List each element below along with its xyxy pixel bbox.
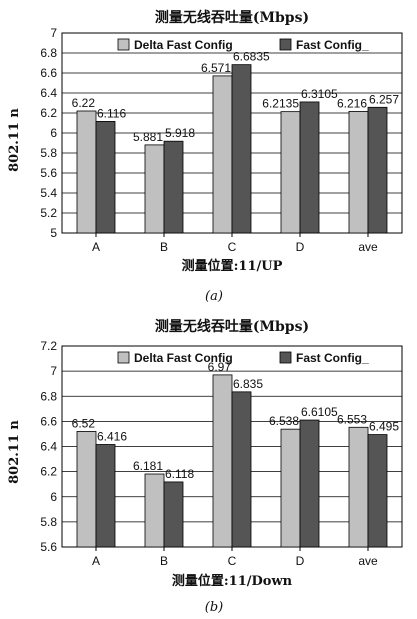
chart-a-data-label: 5.881: [133, 130, 163, 144]
chart-a-data-label: 6.216: [337, 96, 367, 110]
chart-a-x-tick-label: ave: [358, 240, 378, 254]
chart-b-bar-a-series-1: [76, 431, 97, 548]
chart-a-bar-b-series-1: [144, 144, 165, 234]
chart-a-legend-swatch-1: [117, 38, 130, 51]
chart-a-bar-a-series-1: [76, 110, 97, 234]
chart-b-title: 测量无线吞吐量(Mbps): [155, 318, 309, 335]
chart-a-bar-d-series-2: [299, 101, 320, 234]
chart-b-y-tick-label: 6.2: [40, 465, 57, 479]
chart-a-bar-b-series-2: [163, 140, 184, 234]
chart-b-data-label: 6.495: [369, 420, 399, 434]
chart-b-y-tick-label: 6.4: [40, 440, 57, 454]
chart-b-bar-a-series-2: [95, 444, 116, 548]
chart-b: 7.276.86.66.46.265.85.66.526.416A6.1816.…: [40, 339, 403, 568]
chart-b-data-label: 6.553: [337, 412, 367, 426]
chart-a-bar-c-series-2: [231, 64, 252, 234]
chart-b-bar-ave-series-2: [367, 434, 388, 548]
chart-a-x-tick-label: B: [160, 240, 168, 254]
chart-b-y-tick-label: 5.8: [40, 515, 57, 529]
chart-a-data-label: 6.2135: [262, 97, 299, 111]
chart-b-data-label: 6.181: [133, 459, 163, 473]
chart-b-x-tick-label: B: [160, 554, 168, 568]
chart-b-bar-b-series-1: [144, 473, 165, 548]
chart-b-x-tick-label: ave: [358, 554, 378, 568]
chart-b-x-tick-label: C: [228, 554, 237, 568]
chart-a-bar-a-series-2: [95, 121, 116, 234]
chart-b-y-tick-label: 6.8: [40, 389, 57, 403]
chart-a-bar-c-series-1: [212, 75, 233, 234]
chart-a-data-label: 6.3105: [301, 87, 338, 101]
chart-a-data-label: 6.116: [97, 106, 126, 120]
chart-b-x-axis-label: 测量位置:11/Down: [172, 573, 293, 589]
chart-b-legend-swatch-2: [279, 351, 292, 364]
chart-b-y-tick-label: 6: [50, 490, 57, 504]
chart-a-y-axis-label: 802.11 n: [7, 108, 22, 172]
chart-b-bar-d-series-1: [280, 428, 301, 548]
chart-b-legend-label-1: Delta Fast Config: [134, 351, 233, 365]
chart-a-x-tick-label: A: [92, 240, 100, 254]
chart-a-bar-d-series-1: [280, 111, 301, 234]
chart-b-data-label: 6.97: [208, 360, 232, 374]
chart-b-data-label: 6.52: [72, 416, 96, 430]
chart-a-title: 测量无线吞吐量(Mbps): [155, 9, 309, 26]
chart-b-y-tick-label: 6.6: [40, 414, 57, 428]
chart-a-legend-swatch-2: [279, 38, 292, 51]
chart-a-y-tick-label: 5.6: [40, 166, 57, 180]
chart-b-y-tick-label: 7.2: [40, 339, 57, 353]
chart-a-y-tick-label: 6: [50, 126, 57, 140]
chart-a-y-tick-label: 6.2: [40, 106, 57, 120]
chart-a-bar-ave-series-2: [367, 106, 388, 234]
chart-a: 7 6.8 6.6 6.4 6.2 6 5.8 5.6 5.4 5.2 5 6.226.116 A 5.8…: [40, 26, 403, 254]
chart-b-legend-label-2: Fast Config_: [296, 351, 369, 365]
chart-a-y-tick-label: 6.6: [40, 66, 57, 80]
chart-a-y-tick-label: 5.4: [40, 186, 57, 200]
chart-a-x-tick-label: C: [228, 240, 237, 254]
chart-b-bar-ave-series-1: [348, 426, 369, 548]
chart-b-data-label: 6.835: [233, 377, 263, 391]
chart-a-x-tick-label: D: [296, 240, 305, 254]
chart-b-y-tick-label: 5.6: [40, 540, 57, 554]
chart-a-caption: (a): [205, 289, 223, 304]
chart-b-bar-d-series-2: [299, 419, 320, 548]
chart-b-data-label: 6.118: [165, 467, 194, 481]
chart-a-data-label: 6.257: [369, 92, 399, 106]
chart-a-legend-label-2: Fast Config_: [296, 38, 369, 52]
chart-a-data-label: 6.6835: [233, 50, 270, 64]
chart-b-y-axis-label: 802.11 n: [7, 420, 22, 484]
chart-b-x-tick-label: A: [92, 554, 100, 568]
chart-b-data-label: 6.538: [269, 414, 299, 428]
chart-b-bar-b-series-2: [163, 481, 184, 548]
chart-a-y-tick-label: 5: [50, 226, 57, 240]
chart-b-legend-swatch-1: [117, 351, 130, 364]
chart-b-bar-c-series-2: [231, 391, 252, 548]
chart-a-data-label: 6.571: [201, 61, 231, 75]
chart-a-y-tick-label: 7: [50, 26, 57, 40]
chart-a-data-label: 5.918: [165, 126, 195, 140]
chart-a-y-tick-label: 6.8: [40, 46, 57, 60]
chart-a-legend-label-1: Delta Fast Config: [134, 38, 233, 52]
chart-a-y-tick-label: 5.8: [40, 146, 57, 160]
chart-a-x-axis-label: 测量位置:11/UP: [182, 258, 283, 274]
chart-b-bar-c-series-1: [212, 374, 233, 548]
chart-a-y-tick-label: 6.4: [40, 86, 57, 100]
chart-a-y-tick-label: 5.2: [40, 206, 57, 220]
chart-b-y-tick-label: 7: [50, 364, 57, 378]
chart-b-data-label: 6.6105: [301, 405, 338, 419]
chart-a-bar-ave-series-1: [348, 111, 369, 234]
chart-b-x-tick-label: D: [296, 554, 305, 568]
chart-b-caption: (b): [205, 600, 223, 615]
chart-b-data-label: 6.416: [97, 429, 127, 443]
chart-a-data-label: 6.22: [72, 96, 96, 110]
